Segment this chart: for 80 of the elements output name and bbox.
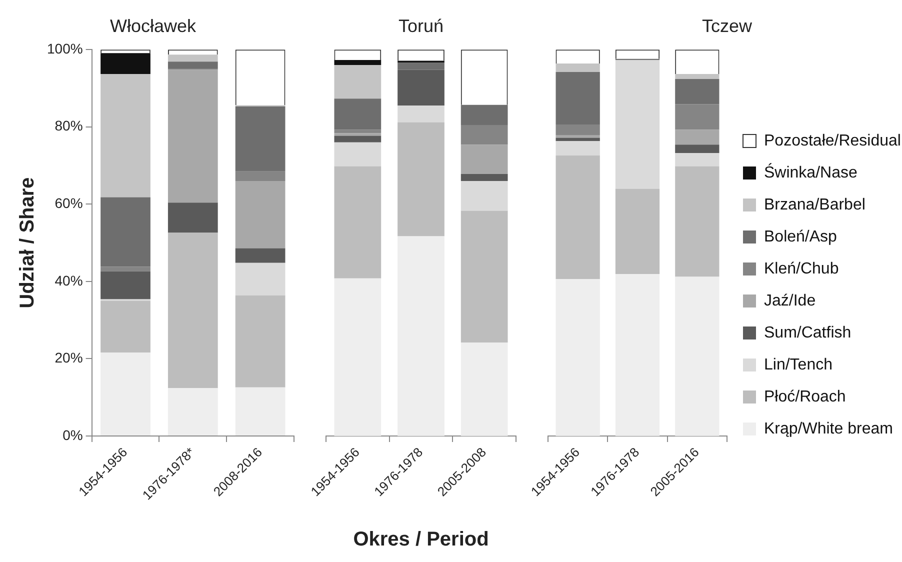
bar [675, 78, 720, 104]
bar [615, 274, 660, 436]
chart-title: Tczew [702, 16, 754, 36]
bar [168, 232, 218, 388]
bar [615, 188, 660, 274]
bar [168, 62, 218, 69]
y-axis-title: Udział / Share [16, 177, 39, 308]
bar [168, 388, 218, 436]
bar [100, 53, 150, 74]
y-tick-label: 40% [54, 272, 83, 288]
bar [460, 210, 508, 342]
bar [235, 171, 286, 181]
legend-label: Sum/Catfish [764, 324, 852, 342]
bar [398, 106, 444, 122]
bar [460, 104, 508, 125]
bar [334, 278, 382, 436]
bar [334, 142, 382, 166]
bar [100, 300, 150, 353]
bar [235, 387, 286, 436]
bar [168, 70, 218, 203]
bar [334, 133, 382, 136]
bar [675, 104, 720, 130]
legend-label: Kleń/Chub [764, 260, 839, 278]
bar [235, 180, 286, 248]
legend-label: Świnka/Nase [764, 162, 858, 182]
bar [556, 72, 600, 125]
bar [398, 62, 444, 70]
bar [556, 64, 600, 72]
bar [334, 136, 382, 142]
bar [334, 60, 382, 66]
legend-label: Jaź/Ide [764, 292, 816, 310]
bar [675, 153, 720, 166]
legend-label: Boleń/Asp [764, 228, 838, 246]
bar [675, 166, 720, 277]
bar [100, 266, 150, 272]
bar [100, 197, 150, 267]
bar [100, 271, 150, 300]
bar [460, 174, 508, 181]
bar [675, 144, 720, 154]
bar [334, 98, 382, 130]
bar [398, 122, 444, 236]
bar [235, 248, 286, 263]
legend-label: Lin/Tench [764, 356, 832, 374]
bar [398, 236, 444, 436]
bar [460, 144, 508, 174]
x-axis-title: Okres / Period [353, 528, 489, 551]
bar [398, 70, 444, 106]
chart-title: Toruń [398, 16, 444, 36]
bar [556, 155, 600, 280]
y-tick-label: 20% [54, 350, 83, 366]
bar [334, 65, 382, 99]
bar [334, 166, 382, 278]
y-tick-label: 0% [62, 426, 83, 443]
bar [556, 141, 600, 156]
chart-title: Włocławek [110, 16, 198, 36]
bar [556, 138, 600, 142]
bar [460, 124, 508, 145]
bar [235, 106, 286, 172]
legend-label: Pozostałe/Residual [764, 132, 901, 150]
legend-label: Krąp/White bream [764, 420, 893, 438]
y-tick-label: 80% [54, 118, 83, 134]
legend-label: Brzana/Barbel [764, 196, 866, 214]
legend-label: Płoć/Roach [764, 388, 846, 406]
bar [334, 130, 382, 134]
bar [100, 352, 150, 436]
bar [615, 60, 660, 189]
bar [556, 279, 600, 436]
bar [675, 74, 720, 79]
bar [235, 262, 286, 296]
bar [100, 74, 150, 198]
y-tick-label: 100% [46, 40, 83, 56]
y-tick-label: 60% [54, 195, 83, 212]
bar [168, 54, 218, 62]
bar [460, 342, 508, 436]
bar [168, 202, 218, 233]
bar [460, 180, 508, 211]
bar [235, 295, 286, 388]
bar [675, 130, 720, 145]
bar [675, 276, 720, 436]
bar [556, 124, 600, 136]
